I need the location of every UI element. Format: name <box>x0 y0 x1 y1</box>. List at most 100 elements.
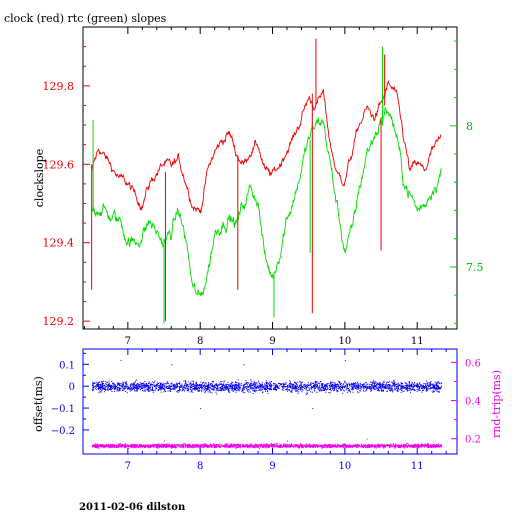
offset-point <box>134 385 136 387</box>
offset-point <box>428 386 430 388</box>
offset-point <box>342 385 344 387</box>
offset-point <box>154 380 156 382</box>
offset-point <box>393 382 395 384</box>
roundtrip-point <box>128 447 130 449</box>
offset-point <box>370 381 372 383</box>
offset-point <box>418 382 420 384</box>
roundtrip-point <box>99 445 101 447</box>
roundtrip-point <box>243 445 245 447</box>
offset-point <box>383 380 385 382</box>
roundtrip-point <box>411 444 413 446</box>
offset-point <box>323 386 325 388</box>
roundtrip-point <box>134 443 136 445</box>
offset-point <box>205 388 207 390</box>
roundtrip-point <box>356 445 358 447</box>
offset-point <box>416 385 417 387</box>
offset-point <box>365 386 367 388</box>
roundtrip-point <box>219 444 221 446</box>
roundtrip-point <box>377 446 379 448</box>
offset-point <box>126 392 128 394</box>
offset-point <box>350 391 351 393</box>
roundtrip-point <box>358 443 360 445</box>
roundtrip-point <box>197 446 199 448</box>
roundtrip-point <box>337 444 339 446</box>
offset-point <box>282 389 284 391</box>
offset-point <box>421 388 423 389</box>
offset-point <box>233 386 235 388</box>
offset-point <box>220 383 222 385</box>
offset-point <box>242 387 244 389</box>
offset-point <box>177 385 178 387</box>
offset-point <box>154 390 156 392</box>
roundtrip-point <box>239 445 241 446</box>
offset-point <box>431 390 433 392</box>
offset-point <box>111 388 113 389</box>
offset-point <box>298 385 300 387</box>
offset-point <box>440 386 442 388</box>
offset-point <box>404 387 406 389</box>
offset-point <box>164 387 166 389</box>
offset-point <box>423 387 425 389</box>
offset-point <box>419 387 420 389</box>
offset-point <box>268 383 270 385</box>
roundtrip-point <box>375 446 376 448</box>
offset-point <box>295 387 297 389</box>
roundtrip-point <box>245 444 247 446</box>
offset-point <box>185 380 187 382</box>
roundtrip-point <box>92 446 94 448</box>
offset-point <box>399 389 401 391</box>
offset-point <box>222 383 224 385</box>
offset-point <box>403 386 405 387</box>
offset-point <box>261 384 263 386</box>
roundtrip-point <box>122 445 124 447</box>
offset-point <box>155 388 157 390</box>
offset-point <box>365 385 367 387</box>
roundtrip-point <box>116 445 118 447</box>
offset-point <box>212 381 213 383</box>
roundtrip-point <box>142 446 144 448</box>
offset-point <box>344 381 346 383</box>
roundtrip-point <box>185 445 187 447</box>
roundtrip-point <box>340 445 342 447</box>
offset-point <box>102 387 104 389</box>
offset-point <box>131 389 133 391</box>
roundtrip-point <box>326 447 328 449</box>
offset-point <box>295 389 297 391</box>
offset-point <box>186 388 188 390</box>
roundtrip-point <box>207 445 209 447</box>
roundtrip-point <box>403 445 404 447</box>
offset-point <box>301 385 303 387</box>
offset-point <box>234 387 236 389</box>
roundtrip-point <box>395 443 397 445</box>
roundtrip-point <box>211 444 213 446</box>
offset-point <box>423 387 425 388</box>
offset-point <box>349 390 351 392</box>
roundtrip-point <box>266 444 268 445</box>
offset-point <box>221 388 223 389</box>
roundtrip-point <box>282 445 283 447</box>
roundtrip-point <box>103 445 105 447</box>
offset-point <box>114 384 116 386</box>
roundtrip-point <box>364 446 366 448</box>
offset-point <box>437 381 439 383</box>
roundtrip-point <box>282 445 284 447</box>
roundtrip-point <box>341 444 343 446</box>
offset-point <box>136 387 138 389</box>
roundtrip-point <box>226 444 228 446</box>
roundtrip-point <box>177 444 179 445</box>
offset-point <box>161 386 163 388</box>
offset-point <box>189 387 191 389</box>
offset-point <box>191 386 193 388</box>
roundtrip-point <box>397 444 398 446</box>
offset-point <box>274 386 276 388</box>
offset-point <box>423 384 425 386</box>
roundtrip-point <box>422 445 424 447</box>
offset-point <box>364 385 366 387</box>
offset-point <box>250 386 251 388</box>
offset-point <box>267 391 269 392</box>
offset-point <box>192 391 194 393</box>
offset-point <box>397 388 399 390</box>
offset-point <box>244 388 245 390</box>
top-ylabel: clockslope <box>33 149 46 207</box>
offset-point <box>205 382 207 384</box>
